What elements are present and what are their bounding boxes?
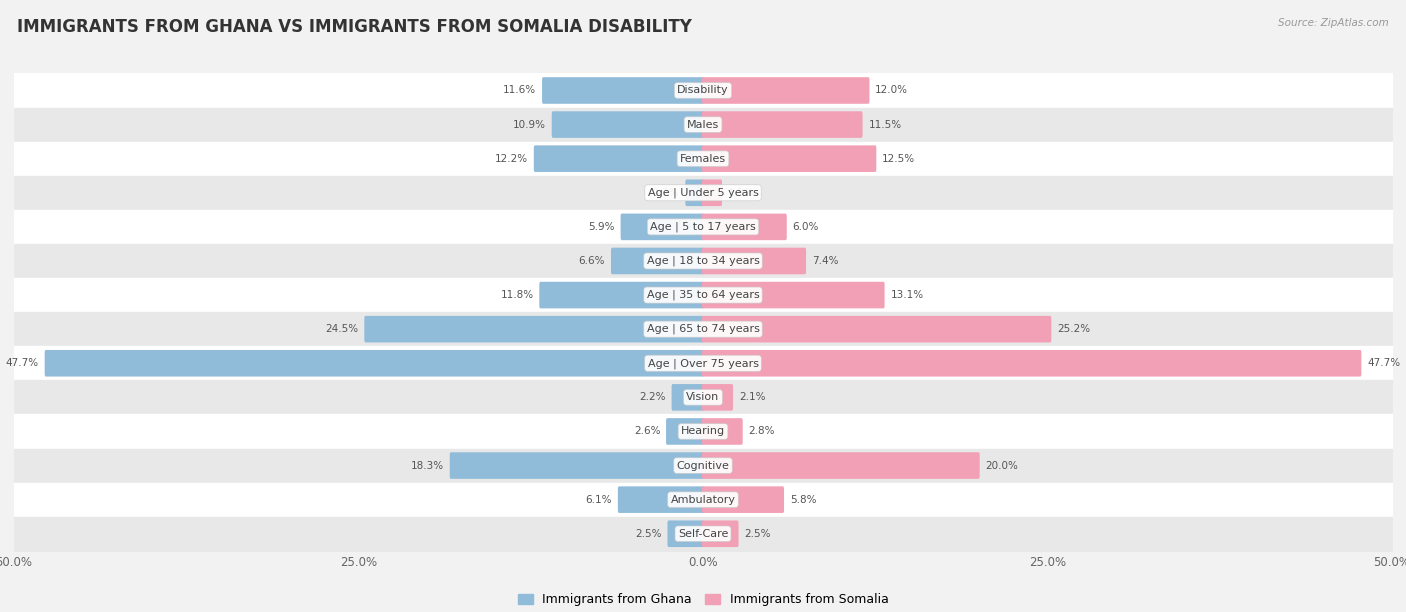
FancyBboxPatch shape: [45, 350, 704, 376]
Text: Females: Females: [681, 154, 725, 163]
Text: 11.8%: 11.8%: [501, 290, 533, 300]
Text: Age | 18 to 34 years: Age | 18 to 34 years: [647, 256, 759, 266]
FancyBboxPatch shape: [620, 214, 704, 240]
Text: Cognitive: Cognitive: [676, 461, 730, 471]
FancyBboxPatch shape: [702, 350, 1361, 376]
Text: 2.6%: 2.6%: [634, 427, 661, 436]
Text: 2.5%: 2.5%: [744, 529, 770, 539]
FancyBboxPatch shape: [540, 282, 704, 308]
FancyBboxPatch shape: [685, 179, 704, 206]
Text: 12.5%: 12.5%: [882, 154, 915, 163]
FancyBboxPatch shape: [702, 214, 787, 240]
Text: 20.0%: 20.0%: [986, 461, 1018, 471]
Text: 2.2%: 2.2%: [640, 392, 666, 402]
FancyBboxPatch shape: [702, 452, 980, 479]
Text: 2.8%: 2.8%: [748, 427, 775, 436]
Text: 12.2%: 12.2%: [495, 154, 529, 163]
Text: 5.8%: 5.8%: [790, 494, 817, 505]
Text: 5.9%: 5.9%: [588, 222, 614, 232]
Text: Source: ZipAtlas.com: Source: ZipAtlas.com: [1278, 18, 1389, 28]
Text: Males: Males: [688, 119, 718, 130]
Text: 6.1%: 6.1%: [585, 494, 612, 505]
FancyBboxPatch shape: [702, 282, 884, 308]
Text: Age | 5 to 17 years: Age | 5 to 17 years: [650, 222, 756, 232]
Text: 2.1%: 2.1%: [738, 392, 765, 402]
FancyBboxPatch shape: [702, 520, 738, 547]
FancyBboxPatch shape: [617, 487, 704, 513]
FancyBboxPatch shape: [450, 452, 704, 479]
FancyBboxPatch shape: [702, 77, 869, 104]
Legend: Immigrants from Ghana, Immigrants from Somalia: Immigrants from Ghana, Immigrants from S…: [513, 588, 893, 611]
Text: 11.5%: 11.5%: [869, 119, 901, 130]
Text: 47.7%: 47.7%: [6, 358, 39, 368]
Text: Disability: Disability: [678, 86, 728, 95]
Text: Age | Over 75 years: Age | Over 75 years: [648, 358, 758, 368]
FancyBboxPatch shape: [702, 179, 723, 206]
FancyBboxPatch shape: [534, 146, 704, 172]
FancyBboxPatch shape: [702, 418, 742, 445]
FancyBboxPatch shape: [702, 384, 733, 411]
Text: 13.1%: 13.1%: [890, 290, 924, 300]
Text: 18.3%: 18.3%: [411, 461, 444, 471]
FancyBboxPatch shape: [668, 520, 704, 547]
FancyBboxPatch shape: [702, 487, 785, 513]
FancyBboxPatch shape: [612, 248, 704, 274]
Text: Age | 35 to 64 years: Age | 35 to 64 years: [647, 290, 759, 300]
Text: 12.0%: 12.0%: [875, 86, 908, 95]
Text: IMMIGRANTS FROM GHANA VS IMMIGRANTS FROM SOMALIA DISABILITY: IMMIGRANTS FROM GHANA VS IMMIGRANTS FROM…: [17, 18, 692, 36]
Text: Vision: Vision: [686, 392, 720, 402]
FancyBboxPatch shape: [702, 316, 1052, 343]
Text: 2.5%: 2.5%: [636, 529, 662, 539]
Text: 6.6%: 6.6%: [579, 256, 605, 266]
Text: 11.6%: 11.6%: [503, 86, 536, 95]
FancyBboxPatch shape: [702, 146, 876, 172]
Text: Hearing: Hearing: [681, 427, 725, 436]
Text: 25.2%: 25.2%: [1057, 324, 1090, 334]
Text: 47.7%: 47.7%: [1367, 358, 1400, 368]
Text: Ambulatory: Ambulatory: [671, 494, 735, 505]
Text: 24.5%: 24.5%: [325, 324, 359, 334]
Text: 7.4%: 7.4%: [811, 256, 838, 266]
FancyBboxPatch shape: [702, 111, 862, 138]
Text: 10.9%: 10.9%: [513, 119, 546, 130]
Text: Age | 65 to 74 years: Age | 65 to 74 years: [647, 324, 759, 334]
FancyBboxPatch shape: [666, 418, 704, 445]
FancyBboxPatch shape: [364, 316, 704, 343]
Text: 1.3%: 1.3%: [728, 188, 754, 198]
FancyBboxPatch shape: [543, 77, 704, 104]
Text: Self-Care: Self-Care: [678, 529, 728, 539]
FancyBboxPatch shape: [551, 111, 704, 138]
Text: 1.2%: 1.2%: [652, 188, 679, 198]
Text: 6.0%: 6.0%: [793, 222, 818, 232]
Text: Age | Under 5 years: Age | Under 5 years: [648, 187, 758, 198]
FancyBboxPatch shape: [672, 384, 704, 411]
FancyBboxPatch shape: [702, 248, 806, 274]
